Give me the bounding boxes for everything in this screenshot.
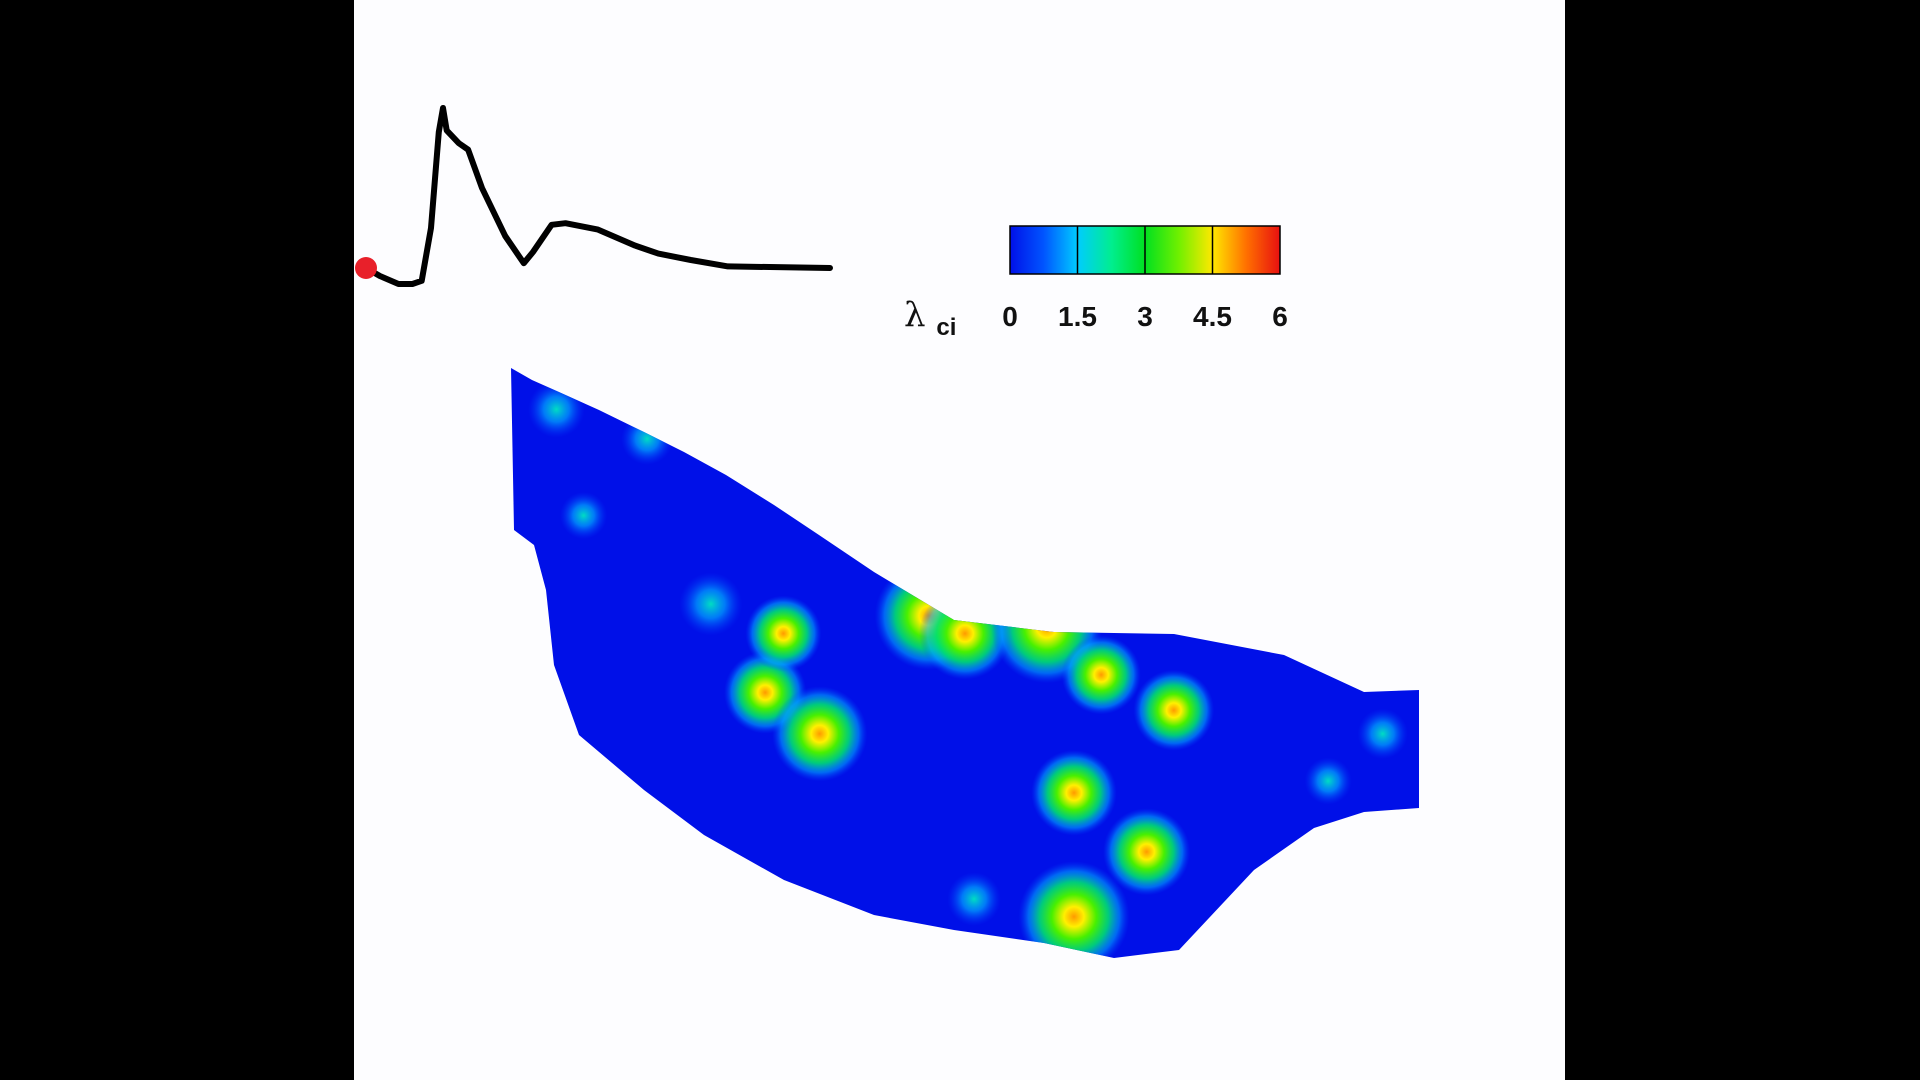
colorbar-label: λ ci <box>904 295 956 341</box>
figure-canvas: 0 1.5 3 4.5 6 λ ci <box>355 105 1419 958</box>
field-hotspot <box>621 412 674 465</box>
waveform-line <box>363 105 833 287</box>
colorbar-tick-label: 6 <box>1272 301 1288 332</box>
field-hotspot <box>1357 708 1408 759</box>
colorbar-tick-label: 3 <box>1137 301 1153 332</box>
field-hotspot <box>1133 669 1215 751</box>
colorbar: 0 1.5 3 4.5 6 λ ci <box>904 225 1288 341</box>
colorbar-label-symbol: λ <box>904 295 926 335</box>
field-hotspot <box>560 491 608 540</box>
field-hotspot <box>1061 635 1141 715</box>
colorbar-tick-label: 0 <box>1002 301 1018 332</box>
colorbar-dividers <box>1076 226 1214 274</box>
field-hotspot <box>1018 861 1130 958</box>
vortex-field-heatmap <box>511 368 1419 958</box>
field-hotspot <box>679 572 743 636</box>
field-hotspot <box>772 686 868 782</box>
current-time-marker <box>355 257 377 279</box>
field-hotspot <box>1304 757 1352 805</box>
colorbar-label-subscript: ci <box>936 314 956 341</box>
waveform-plot <box>355 105 833 287</box>
field-hotspots <box>528 380 1408 958</box>
field-hotspot <box>745 595 822 672</box>
colorbar-tick-label: 4.5 <box>1193 301 1232 332</box>
field-hotspot <box>1031 750 1117 836</box>
field-hotspot <box>947 872 1001 926</box>
colorbar-tick-label: 1.5 <box>1058 301 1097 332</box>
figure-panel: 0 1.5 3 4.5 6 λ ci <box>354 0 1565 1080</box>
field-hotspot <box>528 380 585 438</box>
colorbar-tick-labels: 0 1.5 3 4.5 6 <box>1002 301 1288 332</box>
field-hotspot <box>1103 808 1191 896</box>
